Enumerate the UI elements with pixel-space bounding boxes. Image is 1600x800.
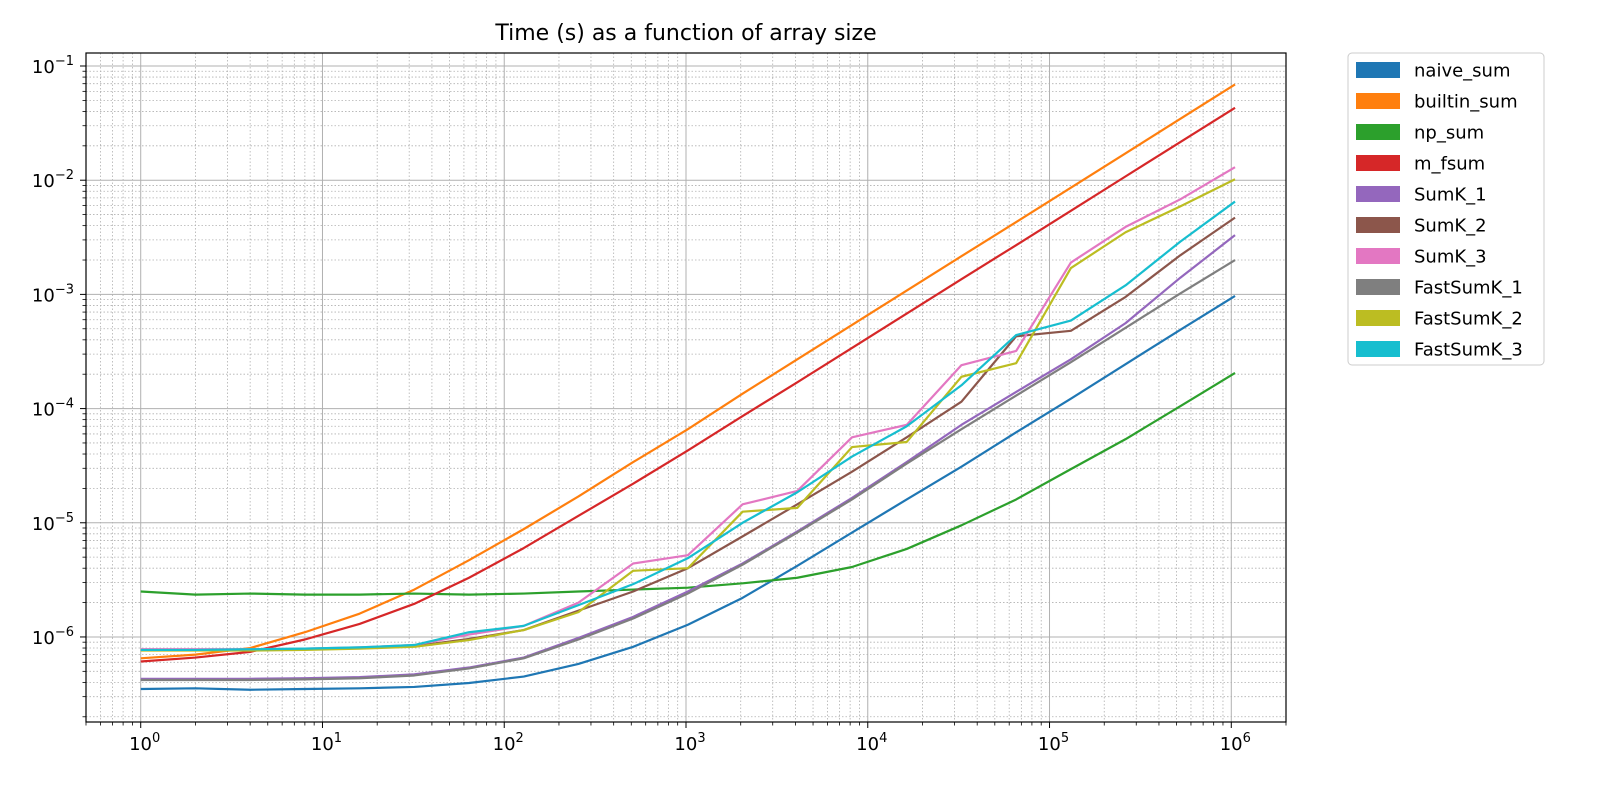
legend-swatch [1356, 217, 1400, 233]
legend-label: FastSumK_3 [1414, 340, 1523, 361]
series-line-np_sum [140, 372, 1236, 596]
legend-swatch [1356, 310, 1400, 326]
x-tick-label: 100 [129, 731, 160, 755]
chart-title: Time (s) as a function of array size [494, 21, 876, 46]
series-line-FastSumK_1 [140, 259, 1236, 682]
legend-swatch [1356, 93, 1400, 109]
legend-label: np_sum [1414, 123, 1484, 144]
y-tick-label: 10−2 [32, 168, 74, 192]
legend-swatch [1356, 124, 1400, 140]
legend-swatch [1356, 155, 1400, 171]
legend-label: builtin_sum [1414, 92, 1518, 113]
y-tick-labels: 10−6 10−5 10−4 10−3 10−2 10−1 [32, 54, 74, 649]
legend-swatch [1356, 248, 1400, 264]
y-tick-label: 10−6 [32, 625, 74, 649]
y-tick-label: 10−1 [32, 54, 74, 78]
legend-swatch [1356, 62, 1400, 78]
series-line-builtin_sum [140, 83, 1236, 660]
legend-swatch [1356, 186, 1400, 202]
legend-label: SumK_3 [1414, 247, 1487, 268]
series-line-FastSumK_2 [140, 178, 1236, 652]
series-line-FastSumK_3 [140, 200, 1236, 652]
y-tick-label: 10−5 [32, 511, 74, 535]
x-tick-label: 106 [1220, 731, 1251, 755]
y-tick-label: 10−4 [32, 397, 74, 421]
series-line-m_fsum [140, 106, 1236, 663]
legend: naive_sum builtin_sum np_sum m_fsum SumK_1 Su… [1347, 52, 1545, 366]
series-lines [140, 83, 1236, 691]
legend-label: SumK_1 [1414, 185, 1487, 206]
legend-swatch [1356, 341, 1400, 357]
x-tick-labels: 100 101 102 103 104 105 106 [129, 731, 1251, 755]
x-tick-label: 102 [493, 731, 524, 755]
axis-ticks [80, 65, 1287, 728]
legend-label: FastSumK_1 [1414, 278, 1523, 299]
legend-label: SumK_2 [1414, 216, 1487, 237]
y-tick-label: 10−3 [32, 282, 74, 306]
series-line-SumK_1 [140, 234, 1236, 680]
legend-label: naive_sum [1414, 61, 1511, 82]
x-tick-label: 103 [674, 731, 705, 755]
series-line-naive_sum [140, 294, 1236, 691]
x-tick-label: 101 [311, 731, 342, 755]
legend-swatch [1356, 279, 1400, 295]
legend-label: FastSumK_2 [1414, 309, 1523, 330]
legend-label: m_fsum [1414, 154, 1485, 175]
x-tick-label: 105 [1038, 731, 1069, 755]
x-tick-label: 104 [856, 731, 887, 755]
